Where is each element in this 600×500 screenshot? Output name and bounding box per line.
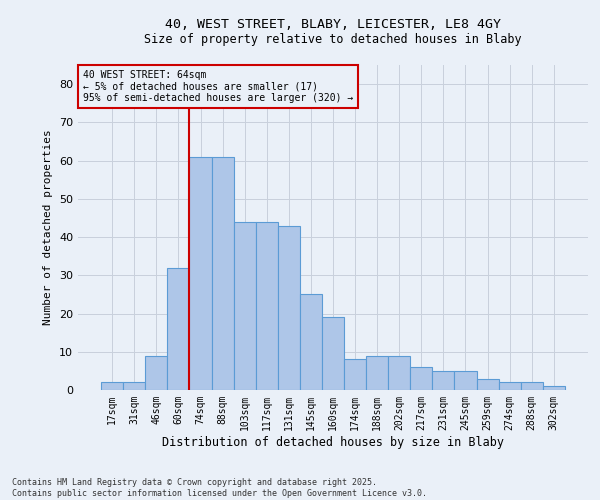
Bar xyxy=(190,157,212,390)
Bar xyxy=(454,371,476,390)
Bar xyxy=(433,371,454,390)
Bar xyxy=(543,386,565,390)
Bar xyxy=(101,382,123,390)
Bar xyxy=(499,382,521,390)
Bar xyxy=(521,382,543,390)
Bar xyxy=(233,222,256,390)
X-axis label: Distribution of detached houses by size in Blaby: Distribution of detached houses by size … xyxy=(162,436,504,448)
Bar xyxy=(410,367,433,390)
Text: 40 WEST STREET: 64sqm
← 5% of detached houses are smaller (17)
95% of semi-detac: 40 WEST STREET: 64sqm ← 5% of detached h… xyxy=(83,70,353,103)
Bar xyxy=(123,382,145,390)
Bar xyxy=(256,222,278,390)
Bar xyxy=(145,356,167,390)
Bar xyxy=(366,356,388,390)
Bar xyxy=(212,157,233,390)
Bar xyxy=(300,294,322,390)
Bar xyxy=(388,356,410,390)
Text: 40, WEST STREET, BLABY, LEICESTER, LE8 4GY: 40, WEST STREET, BLABY, LEICESTER, LE8 4… xyxy=(165,18,501,30)
Bar xyxy=(344,360,366,390)
Bar xyxy=(167,268,190,390)
Y-axis label: Number of detached properties: Number of detached properties xyxy=(43,130,53,326)
Text: Size of property relative to detached houses in Blaby: Size of property relative to detached ho… xyxy=(144,32,522,46)
Bar xyxy=(278,226,300,390)
Text: Contains HM Land Registry data © Crown copyright and database right 2025.
Contai: Contains HM Land Registry data © Crown c… xyxy=(12,478,427,498)
Bar xyxy=(476,378,499,390)
Bar xyxy=(322,318,344,390)
